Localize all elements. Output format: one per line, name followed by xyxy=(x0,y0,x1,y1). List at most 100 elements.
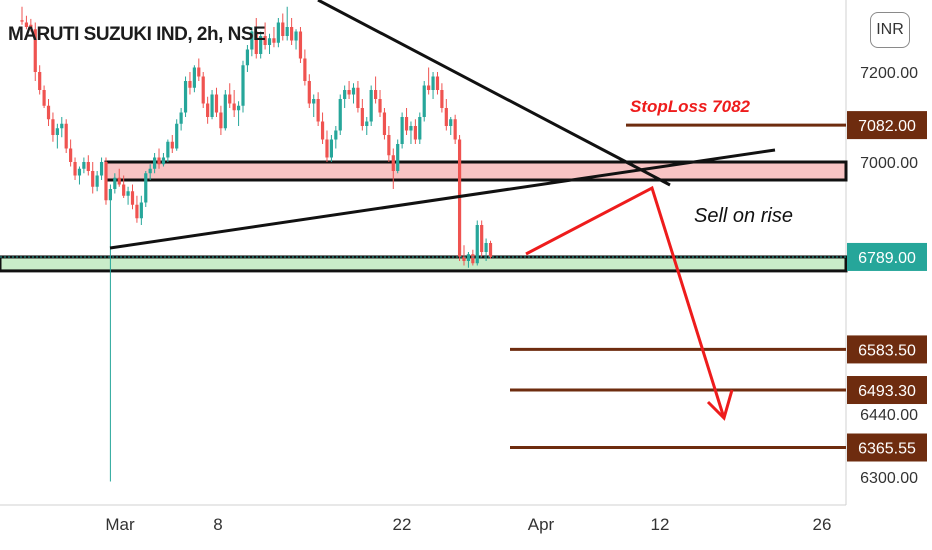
candle xyxy=(241,60,245,113)
time-tick-label: 26 xyxy=(813,515,832,534)
candle-body xyxy=(86,162,90,171)
candle xyxy=(117,168,121,187)
level-price-label: 6493.30 xyxy=(858,383,916,400)
descending-trendline[interactable] xyxy=(317,0,671,187)
candle xyxy=(95,171,99,192)
time-tick-label: 12 xyxy=(651,515,670,534)
candle-body xyxy=(153,157,157,169)
candle-body xyxy=(325,139,329,158)
candle xyxy=(267,33,272,54)
candle xyxy=(418,112,422,144)
candle-body xyxy=(183,81,188,113)
candle xyxy=(245,45,250,72)
candle xyxy=(153,153,157,174)
candle xyxy=(409,121,413,144)
time-tick-label: Mar xyxy=(105,515,135,534)
candle-body xyxy=(148,168,152,174)
candle-body xyxy=(365,121,369,126)
candle-body xyxy=(29,24,33,29)
candle-body xyxy=(303,58,307,81)
candle-body xyxy=(466,254,471,261)
candle xyxy=(38,65,42,95)
candle-body xyxy=(276,22,280,43)
candle-body xyxy=(197,67,201,77)
level-price-box xyxy=(847,111,927,140)
candle-body xyxy=(435,76,440,90)
candle-body xyxy=(192,67,196,88)
candle-body xyxy=(170,141,174,149)
time-tick-label: Apr xyxy=(528,515,555,534)
candle-body xyxy=(391,155,395,171)
candle xyxy=(64,119,68,153)
candle-body xyxy=(166,141,170,158)
candle xyxy=(378,90,382,117)
candle-body xyxy=(46,105,51,120)
candle xyxy=(307,74,311,108)
candle-body xyxy=(404,117,409,131)
candle-body xyxy=(24,22,29,27)
candle xyxy=(427,67,431,95)
candle xyxy=(60,117,64,138)
candle-body xyxy=(334,130,338,140)
candle-body xyxy=(38,72,42,90)
candle-body xyxy=(263,36,267,45)
candle xyxy=(396,139,400,174)
candle-body xyxy=(444,108,448,126)
candle-body xyxy=(130,191,135,205)
candle-body xyxy=(267,38,272,45)
candle-body xyxy=(312,99,316,104)
candle xyxy=(290,18,294,45)
projection-arrow[interactable] xyxy=(525,185,726,419)
candle-body xyxy=(214,94,219,113)
candle-body xyxy=(99,162,104,176)
candle-body xyxy=(33,29,37,72)
price-tick-label: 6300.00 xyxy=(860,470,918,487)
candle xyxy=(161,153,166,167)
candle xyxy=(206,96,210,124)
candle xyxy=(144,171,148,207)
candle xyxy=(356,81,360,113)
candle xyxy=(201,72,205,108)
candle xyxy=(157,148,161,169)
candle-body xyxy=(69,148,73,162)
candle-body xyxy=(139,202,143,219)
candle xyxy=(480,220,484,257)
candle-body xyxy=(453,119,457,140)
candle xyxy=(360,99,364,131)
candle-body xyxy=(254,31,258,54)
candle xyxy=(77,166,82,185)
candle xyxy=(285,6,289,41)
candle xyxy=(338,94,342,135)
candle xyxy=(223,90,227,131)
candle-body xyxy=(422,85,426,117)
candle xyxy=(104,157,108,205)
candle xyxy=(449,117,453,135)
candle xyxy=(232,90,236,117)
candle xyxy=(369,85,373,126)
candle xyxy=(236,101,241,126)
candle xyxy=(86,155,90,176)
arrow-head xyxy=(706,389,734,421)
candle-body xyxy=(20,20,24,22)
level-price-label: 7082.00 xyxy=(858,118,916,135)
candle-body xyxy=(294,31,298,41)
candle xyxy=(435,72,440,95)
candle-body xyxy=(484,243,488,252)
price-tick-label: 7000.00 xyxy=(860,155,918,172)
candle-body xyxy=(413,126,417,140)
candle xyxy=(316,92,320,126)
candle-body xyxy=(73,162,77,176)
candle xyxy=(440,83,444,113)
candle xyxy=(73,157,77,180)
candle xyxy=(259,31,263,59)
candle xyxy=(422,81,426,122)
candle-body xyxy=(232,103,236,111)
currency-button[interactable]: INR xyxy=(870,12,910,48)
candle xyxy=(387,126,391,162)
ascending-trendline[interactable] xyxy=(109,148,776,250)
candle-body xyxy=(179,112,183,124)
candle xyxy=(69,139,73,167)
candle-body xyxy=(259,36,263,54)
candle xyxy=(400,112,404,149)
